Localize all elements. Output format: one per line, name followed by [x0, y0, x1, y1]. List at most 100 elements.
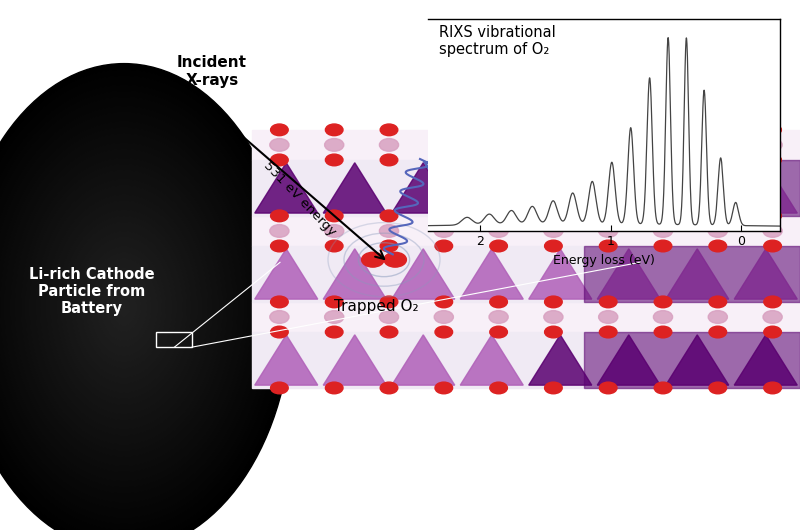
Ellipse shape [88, 255, 160, 359]
Circle shape [763, 311, 782, 323]
Circle shape [490, 296, 507, 308]
Ellipse shape [9, 140, 239, 475]
Circle shape [326, 382, 343, 394]
Circle shape [709, 210, 726, 222]
Circle shape [380, 326, 398, 338]
Ellipse shape [0, 121, 252, 493]
Circle shape [490, 154, 507, 166]
Circle shape [379, 138, 398, 151]
Ellipse shape [0, 85, 278, 530]
Ellipse shape [70, 228, 178, 387]
Ellipse shape [17, 152, 231, 463]
Circle shape [380, 240, 398, 252]
Circle shape [709, 240, 726, 252]
Circle shape [654, 124, 672, 136]
Circle shape [598, 225, 618, 237]
Circle shape [598, 138, 618, 151]
Ellipse shape [23, 161, 225, 454]
Circle shape [763, 225, 782, 237]
Bar [584, 246, 800, 302]
Circle shape [764, 296, 782, 308]
Ellipse shape [54, 207, 194, 408]
Circle shape [599, 210, 617, 222]
Ellipse shape [0, 79, 282, 530]
Circle shape [545, 382, 562, 394]
Circle shape [379, 311, 398, 323]
Circle shape [544, 225, 563, 237]
Circle shape [599, 326, 617, 338]
Ellipse shape [105, 280, 143, 335]
Ellipse shape [114, 292, 134, 323]
Polygon shape [323, 249, 386, 299]
Circle shape [764, 210, 782, 222]
Ellipse shape [0, 109, 261, 506]
Ellipse shape [14, 149, 234, 466]
Ellipse shape [0, 128, 248, 487]
Polygon shape [529, 163, 592, 213]
Circle shape [654, 225, 673, 237]
Circle shape [654, 138, 673, 151]
Polygon shape [323, 163, 386, 213]
Circle shape [434, 225, 454, 237]
Ellipse shape [82, 246, 166, 368]
Ellipse shape [84, 250, 164, 365]
Ellipse shape [57, 210, 191, 405]
Polygon shape [254, 249, 318, 299]
Circle shape [599, 382, 617, 394]
Ellipse shape [19, 155, 229, 460]
Ellipse shape [38, 182, 210, 432]
Circle shape [708, 311, 727, 323]
Circle shape [654, 240, 672, 252]
Circle shape [326, 296, 343, 308]
Circle shape [654, 326, 672, 338]
Ellipse shape [90, 259, 158, 356]
Circle shape [764, 382, 782, 394]
Ellipse shape [0, 91, 273, 524]
Circle shape [270, 382, 288, 394]
Ellipse shape [74, 234, 174, 381]
Circle shape [270, 326, 288, 338]
Circle shape [270, 296, 288, 308]
Bar [252, 246, 800, 302]
Circle shape [544, 138, 563, 151]
Ellipse shape [42, 189, 206, 426]
Ellipse shape [63, 219, 185, 396]
Ellipse shape [0, 118, 254, 497]
Circle shape [435, 124, 453, 136]
Ellipse shape [0, 73, 286, 530]
Ellipse shape [122, 304, 126, 311]
Polygon shape [460, 163, 523, 213]
Ellipse shape [0, 97, 269, 518]
Circle shape [654, 154, 672, 166]
Text: Incident
X-rays: Incident X-rays [177, 55, 247, 88]
Bar [252, 216, 800, 246]
Polygon shape [254, 335, 318, 385]
Polygon shape [734, 249, 798, 299]
Polygon shape [734, 335, 798, 385]
Circle shape [270, 240, 288, 252]
Bar [584, 332, 800, 388]
Circle shape [708, 138, 727, 151]
Ellipse shape [49, 198, 200, 417]
Polygon shape [529, 335, 592, 385]
Circle shape [325, 311, 344, 323]
Ellipse shape [120, 301, 128, 314]
Polygon shape [254, 163, 318, 213]
Polygon shape [460, 249, 523, 299]
Ellipse shape [0, 106, 262, 509]
Ellipse shape [0, 112, 258, 502]
Ellipse shape [6, 137, 242, 478]
Ellipse shape [4, 134, 244, 481]
Ellipse shape [53, 204, 195, 411]
Ellipse shape [97, 268, 151, 347]
Circle shape [434, 311, 454, 323]
Circle shape [384, 252, 406, 267]
Circle shape [435, 382, 453, 394]
Circle shape [489, 138, 508, 151]
Polygon shape [734, 163, 798, 213]
Circle shape [435, 240, 453, 252]
Circle shape [544, 311, 563, 323]
Circle shape [325, 225, 344, 237]
Circle shape [326, 124, 343, 136]
Circle shape [270, 210, 288, 222]
